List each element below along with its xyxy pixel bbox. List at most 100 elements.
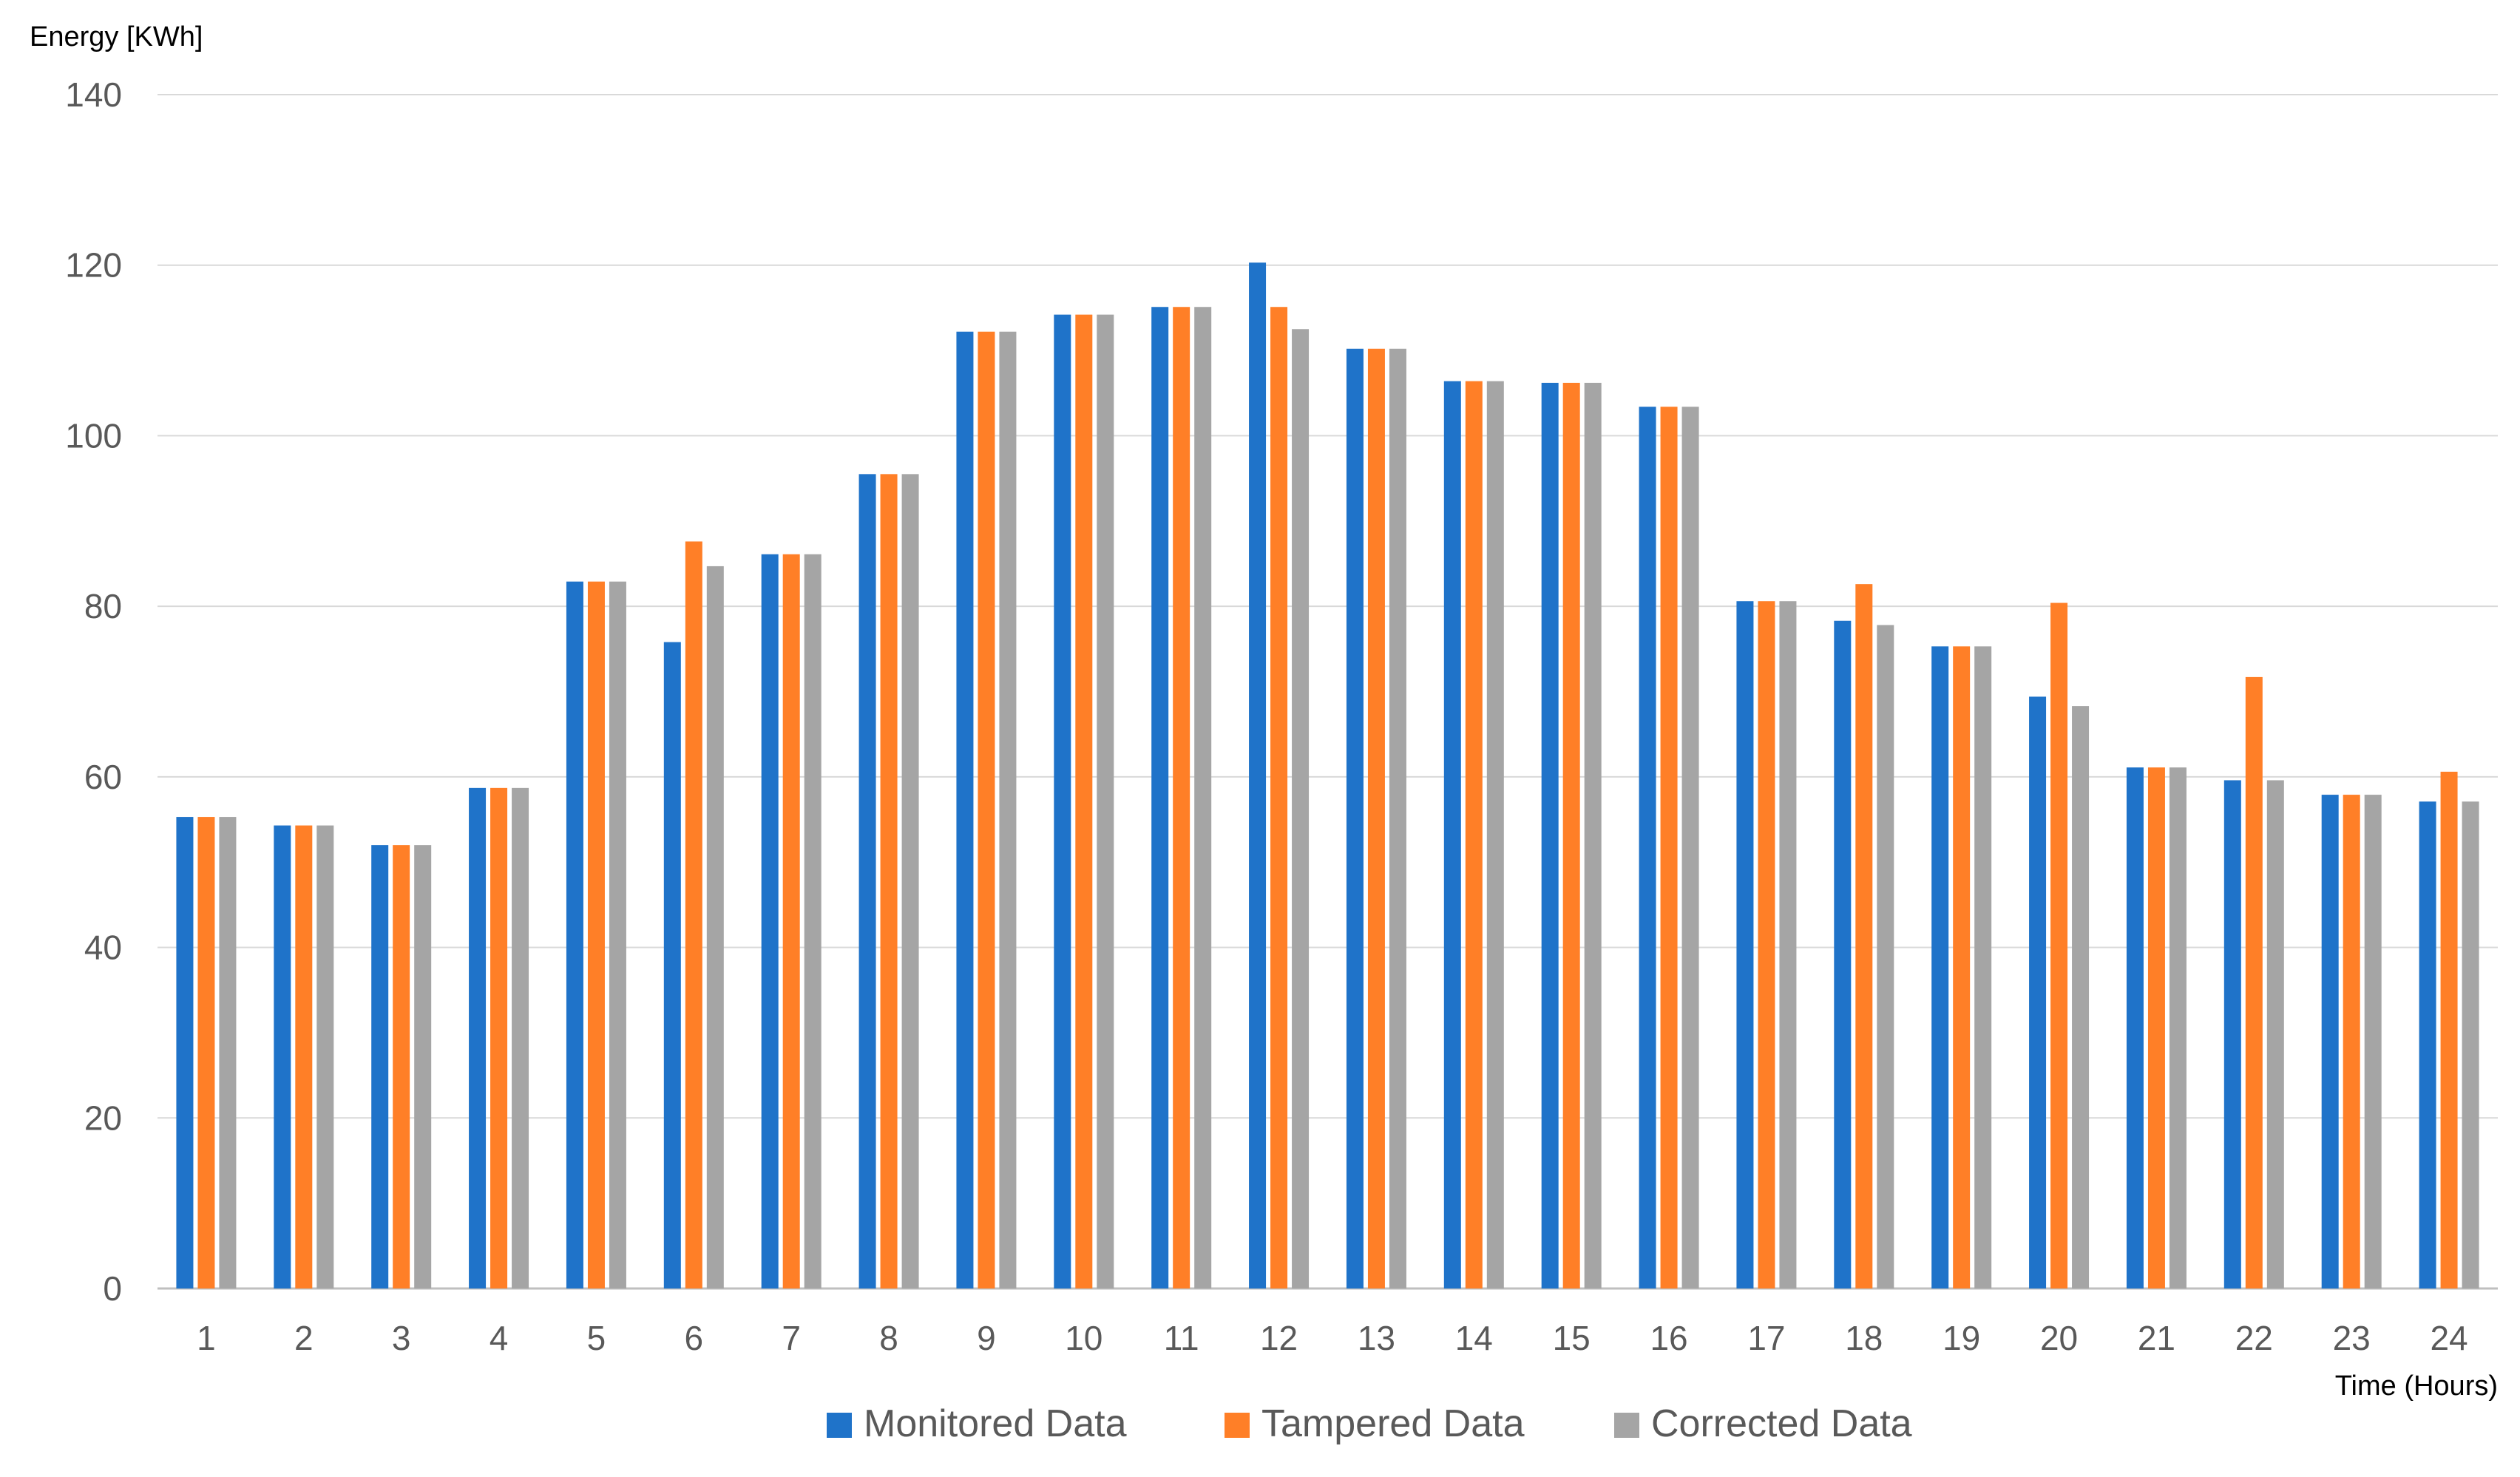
- bar-tampered-data: [685, 541, 702, 1288]
- x-tick-label: 14: [1455, 1319, 1493, 1357]
- bar-tampered-data: [2050, 602, 2068, 1288]
- legend-swatch: [1225, 1413, 1250, 1438]
- bar-tampered-data: [1173, 307, 1190, 1289]
- bar-tampered-data: [197, 817, 215, 1288]
- bar-monitored-data: [176, 817, 194, 1288]
- x-tick-label: 10: [1065, 1319, 1102, 1357]
- bar-tampered-data: [2147, 767, 2165, 1288]
- x-tick-label: 15: [1553, 1319, 1591, 1357]
- bar-corrected-data: [901, 474, 919, 1288]
- bar-tampered-data: [587, 581, 605, 1288]
- bar-corrected-data: [999, 331, 1017, 1288]
- x-tick-label: 8: [879, 1319, 898, 1357]
- bar-corrected-data: [1486, 381, 1504, 1288]
- bar-corrected-data: [2169, 767, 2187, 1288]
- bar-corrected-data: [1389, 348, 1406, 1288]
- bar-tampered-data: [782, 554, 800, 1288]
- x-tick-label: 20: [2040, 1319, 2078, 1357]
- bar-monitored-data: [566, 581, 583, 1288]
- x-tick-label: 3: [392, 1319, 411, 1357]
- bar-tampered-data: [1465, 381, 1483, 1288]
- bar-monitored-data: [761, 554, 779, 1288]
- bar-monitored-data: [1639, 407, 1656, 1288]
- bar-tampered-data: [1758, 601, 1775, 1288]
- bar-corrected-data: [804, 554, 822, 1288]
- bar-corrected-data: [706, 566, 724, 1288]
- x-tick-label: 17: [1747, 1319, 1785, 1357]
- x-tick-label: 12: [1260, 1319, 1298, 1357]
- x-tick-label: 16: [1650, 1319, 1687, 1357]
- x-tick-label: 11: [1164, 1319, 1199, 1357]
- bar-monitored-data: [1736, 601, 1754, 1288]
- bar-corrected-data: [1681, 407, 1699, 1288]
- gridlines: [158, 94, 2498, 1290]
- bar-corrected-data: [414, 845, 432, 1288]
- bar-monitored-data: [1931, 646, 1949, 1288]
- x-tick-label: 6: [685, 1319, 704, 1357]
- bar-tampered-data: [1075, 314, 1093, 1288]
- bar-tampered-data: [880, 474, 898, 1288]
- bar-monitored-data: [1346, 348, 1364, 1288]
- y-tick-label: 20: [84, 1099, 122, 1137]
- y-tick-label: 60: [84, 758, 122, 796]
- bar-monitored-data: [858, 474, 876, 1288]
- bar-corrected-data: [1779, 601, 1797, 1288]
- x-tick-label: 18: [1845, 1319, 1883, 1357]
- x-tick-label: 4: [490, 1319, 509, 1357]
- x-tick-label: 1: [197, 1319, 216, 1357]
- bar-corrected-data: [1974, 646, 1992, 1288]
- bar-corrected-data: [1097, 314, 1114, 1288]
- bar-corrected-data: [609, 581, 626, 1288]
- bar-monitored-data: [663, 642, 681, 1288]
- bar-corrected-data: [512, 787, 529, 1288]
- bar-corrected-data: [1194, 307, 1212, 1289]
- x-tick-label: 7: [782, 1319, 801, 1357]
- bar-monitored-data: [274, 825, 291, 1288]
- x-tick-label: 22: [2235, 1319, 2273, 1357]
- x-tick-label: 13: [1358, 1319, 1395, 1357]
- bar-monitored-data: [2419, 801, 2436, 1288]
- bar-corrected-data: [2364, 795, 2382, 1288]
- x-tick-label: 2: [294, 1319, 314, 1357]
- bar-tampered-data: [1660, 407, 1678, 1288]
- y-tick-label: 100: [65, 416, 122, 455]
- bar-corrected-data: [219, 817, 237, 1288]
- bar-tampered-data: [393, 845, 410, 1288]
- legend: Monitored Data Tampered Data Corrected Dat…: [827, 1402, 1912, 1445]
- bar-tampered-data: [1953, 646, 1971, 1288]
- legend-label: Tampered Data: [1261, 1402, 1525, 1445]
- y-axis-ticks: 0 20 40 60 80 100 120 140: [65, 75, 122, 1308]
- y-tick-label: 120: [65, 246, 122, 285]
- y-tick-label: 80: [84, 587, 122, 625]
- bar-tampered-data: [1270, 307, 1288, 1289]
- bar-tampered-data: [1855, 584, 1873, 1288]
- bar-corrected-data: [1877, 625, 1894, 1288]
- y-tick-label: 140: [65, 75, 122, 114]
- x-axis-label: Time (Hours): [2335, 1371, 2498, 1402]
- x-tick-label: 19: [1942, 1319, 1980, 1357]
- legend-swatch: [827, 1413, 852, 1438]
- bar-monitored-data: [469, 787, 487, 1288]
- y-tick-label: 40: [84, 928, 122, 967]
- bar-monitored-data: [1249, 262, 1267, 1289]
- x-tick-label: 9: [977, 1319, 996, 1357]
- bar-monitored-data: [1054, 314, 1071, 1288]
- legend-label: Corrected Data: [1651, 1402, 1912, 1445]
- bar-tampered-data: [2245, 676, 2263, 1288]
- bar-tampered-data: [2440, 771, 2458, 1288]
- y-axis-label: Energy [KWh]: [30, 21, 203, 52]
- bar-monitored-data: [1541, 382, 1559, 1288]
- bar-tampered-data: [1562, 382, 1580, 1288]
- bar-tampered-data: [2343, 795, 2360, 1288]
- x-tick-label: 21: [2138, 1319, 2175, 1357]
- bar-tampered-data: [978, 331, 995, 1288]
- bar-tampered-data: [490, 787, 508, 1288]
- bar-monitored-data: [2029, 696, 2047, 1288]
- y-tick-label: 0: [103, 1269, 122, 1308]
- bar-monitored-data: [2321, 795, 2339, 1288]
- bar-tampered-data: [1367, 348, 1385, 1288]
- x-tick-label: 23: [2333, 1319, 2371, 1357]
- bar-monitored-data: [371, 845, 389, 1288]
- bar-monitored-data: [1443, 381, 1461, 1288]
